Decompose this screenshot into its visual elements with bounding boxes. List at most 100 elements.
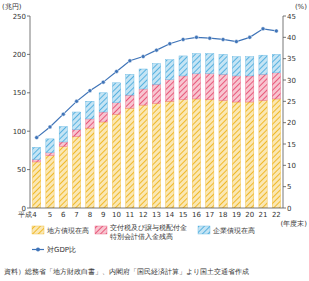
bar: [166, 60, 174, 80]
x-tick-label: 14: [165, 211, 174, 219]
y2-tick-label: 20: [287, 119, 296, 127]
y2-tick: [283, 165, 286, 166]
marker: [194, 35, 198, 39]
bar: [126, 95, 134, 108]
marker: [155, 48, 159, 52]
bar: [59, 147, 67, 208]
bar: [259, 100, 267, 208]
bar: [192, 99, 200, 208]
bar: [166, 80, 174, 102]
y2-tick: [283, 122, 286, 123]
bar: [232, 102, 240, 208]
marker: [75, 99, 79, 103]
bar: [246, 57, 254, 76]
bar: [72, 137, 80, 208]
bar: [139, 89, 147, 105]
marker: [261, 27, 265, 31]
y-tick-label: 50: [17, 166, 26, 174]
y-axis-label: (兆円): [2, 3, 22, 11]
bar: [219, 100, 227, 208]
y2-tick: [283, 144, 286, 145]
x-axis: [30, 208, 283, 209]
x-tick-label: 8: [88, 211, 92, 219]
bar: [179, 100, 187, 208]
x-axis-label: (年度末): [281, 220, 308, 228]
bar: [192, 74, 200, 99]
bar: [246, 76, 254, 102]
y-tick-label: 100: [13, 128, 26, 136]
y-tick-label: 150: [13, 89, 26, 97]
y2-tick: [283, 80, 286, 81]
legend: 地方債現在高交付税及び譲与税配付金特別会計借入金残高企業債現在高対GDP比: [32, 224, 255, 254]
y-tick: [27, 208, 30, 209]
bar: [33, 147, 41, 159]
bar: [112, 83, 120, 103]
x-tick-label: 20: [245, 211, 254, 219]
y2-tick-label: 40: [287, 34, 296, 42]
legend-swatch: [32, 226, 44, 234]
y2-tick: [283, 37, 286, 38]
x-tick-label: 12: [139, 211, 148, 219]
y2-tick: [283, 58, 286, 59]
y-tick: [27, 16, 30, 17]
x-tick-label: 13: [152, 211, 161, 219]
y2-axis-label: (%): [295, 3, 307, 11]
y2-tick-label: 35: [287, 55, 296, 63]
y2-tick-label: 5: [287, 183, 291, 191]
y2-tick: [283, 208, 286, 209]
x-tick-label: 21: [259, 211, 268, 219]
marker: [274, 29, 278, 33]
bar: [46, 153, 54, 156]
legend-label: 企業債現在高: [213, 227, 255, 235]
marker: [48, 125, 52, 129]
legend-swatch: [95, 226, 107, 234]
marker: [115, 69, 119, 73]
y2-tick-label: 25: [287, 98, 296, 106]
bar: [152, 84, 160, 103]
x-tick-label: 17: [205, 211, 214, 219]
y-tick: [27, 54, 30, 55]
chart: 050100150200250051015202530354045平成45678…: [0, 0, 309, 281]
x-tick-label: 22: [272, 211, 281, 219]
source: 資料）総務省「地方財政白書」、内閣府「国民経済計算」より国土交通省作成: [4, 268, 249, 276]
marker: [61, 112, 65, 116]
y2-tick: [283, 186, 286, 187]
marker: [168, 42, 172, 46]
bar: [259, 74, 267, 100]
y2-tick-label: 15: [287, 141, 296, 149]
y2-tick: [283, 16, 286, 17]
bar: [86, 119, 94, 128]
bar: [206, 74, 214, 100]
y2-tick-label: 45: [287, 13, 296, 21]
legend-label: 対GDP比: [47, 246, 76, 254]
y-tick-label: 200: [13, 51, 26, 59]
y-tick: [27, 92, 30, 93]
bar: [99, 122, 107, 208]
x-tick-label: 16: [192, 211, 201, 219]
x-tick-label: 6: [61, 211, 66, 219]
marker: [88, 89, 92, 93]
y2-axis: [283, 16, 284, 208]
bar: [139, 105, 147, 208]
x-tick-label: 平成4: [18, 211, 37, 219]
bar: [112, 103, 120, 115]
bar: [232, 76, 240, 102]
bar: [219, 74, 227, 100]
marker: [181, 37, 185, 41]
x-tick-label: 9: [101, 211, 105, 219]
bar: [33, 160, 41, 162]
y-tick-label: 250: [13, 13, 26, 21]
bar: [272, 54, 280, 72]
legend-swatch: [198, 226, 210, 234]
bar: [126, 74, 134, 95]
plot-marks: [33, 27, 281, 208]
bar: [86, 128, 94, 208]
bar: [99, 93, 107, 112]
bar: [99, 112, 107, 122]
marker: [221, 37, 225, 41]
bar: [232, 57, 240, 76]
bar: [219, 54, 227, 74]
x-tick-label: 11: [125, 211, 134, 219]
bar: [72, 130, 80, 137]
x-tick-label: 7: [74, 211, 78, 219]
